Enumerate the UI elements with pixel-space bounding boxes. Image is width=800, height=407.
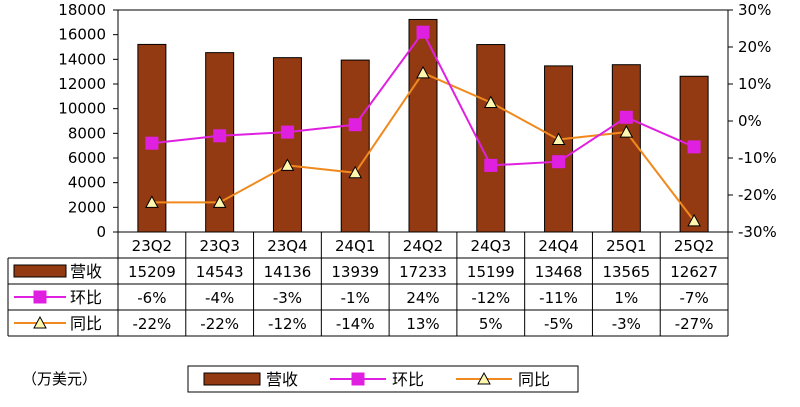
- yoy-row-label: 同比: [70, 314, 102, 333]
- table-value-yoy: 13%: [406, 315, 439, 333]
- table-value-yoy: -3%: [612, 315, 641, 333]
- table-value-revenue: 13565: [602, 263, 650, 281]
- mom-row-label: 环比: [70, 288, 102, 307]
- table-value-mom: -7%: [680, 289, 709, 307]
- legend-yoy-marker: [477, 371, 491, 385]
- table-value-yoy: -5%: [544, 315, 573, 333]
- revenue-key: [13, 264, 67, 278]
- category-label: 25Q2: [674, 237, 714, 255]
- table-value-yoy: -22%: [133, 315, 172, 333]
- table-value-mom: -4%: [205, 289, 234, 307]
- mom-point-25Q1: [619, 110, 633, 124]
- legend-mom-label: 环比: [392, 370, 424, 389]
- category-label: 24Q4: [538, 237, 578, 255]
- left-axis-tick-label: 8000: [68, 124, 106, 142]
- yoy-key-marker: [33, 315, 47, 329]
- category-label: 23Q4: [267, 237, 307, 255]
- mom-point-25Q2: [687, 140, 701, 154]
- table-value-revenue: 15199: [467, 263, 515, 281]
- bar-24Q4: [544, 65, 574, 233]
- left-axis-tick-label: 0: [96, 223, 106, 241]
- table-value-yoy: -12%: [268, 315, 307, 333]
- table-value-revenue: 12627: [670, 263, 718, 281]
- table-value-revenue: 13939: [331, 263, 379, 281]
- category-label: 25Q1: [606, 237, 646, 255]
- right-axis-tick-label: -30%: [738, 223, 777, 241]
- table-value-yoy: -14%: [336, 315, 375, 333]
- revenue-row-label: 营收: [70, 262, 102, 281]
- mom-point-23Q3: [213, 129, 227, 143]
- legend-revenue-key: [203, 372, 261, 386]
- category-label: 24Q1: [335, 237, 375, 255]
- unit-label: （万美元）: [22, 370, 97, 388]
- right-axis-tick-label: 30%: [738, 1, 771, 19]
- table-value-revenue: 15209: [128, 263, 176, 281]
- left-axis-tick-label: 16000: [58, 26, 106, 44]
- bar-25Q2: [679, 75, 709, 233]
- category-label: 23Q2: [132, 237, 172, 255]
- yoy-point-24Q3: [483, 95, 498, 108]
- yoy-point-24Q4: [551, 132, 566, 145]
- legend-yoy-label: 同比: [518, 370, 550, 389]
- table-value-yoy: 5%: [479, 315, 503, 333]
- table-value-revenue: 14136: [264, 263, 312, 281]
- bar-24Q2: [408, 18, 438, 233]
- category-label: 24Q3: [471, 237, 511, 255]
- table-value-mom: -3%: [273, 289, 302, 307]
- mom-point-24Q2: [416, 25, 430, 39]
- table-value-mom: -12%: [471, 289, 510, 307]
- legend-revenue-label: 营收: [266, 370, 298, 389]
- left-axis-tick-label: 12000: [58, 75, 106, 93]
- table-value-mom: -1%: [341, 289, 370, 307]
- bar-24Q1: [340, 59, 370, 233]
- left-axis-tick-label: 10000: [58, 100, 106, 118]
- table-value-mom: -11%: [539, 289, 578, 307]
- table-value-revenue: 14543: [196, 263, 244, 281]
- yoy-point-25Q2: [687, 213, 701, 227]
- table-value-yoy: -27%: [675, 315, 714, 333]
- yoy-point-25Q1: [619, 125, 634, 138]
- right-axis-tick-label: -10%: [738, 149, 777, 167]
- bar-23Q4: [272, 57, 302, 233]
- left-axis-tick-label: 6000: [68, 149, 106, 167]
- yoy-point-23Q4: [280, 158, 295, 171]
- table-value-revenue: 17233: [399, 263, 447, 281]
- right-axis-tick-label: 20%: [738, 38, 771, 56]
- mom-key-marker: [33, 290, 47, 304]
- mom-point-24Q1: [348, 118, 362, 132]
- category-label: 23Q3: [199, 237, 239, 255]
- right-axis-tick-label: -20%: [738, 186, 777, 204]
- legend-mom-marker: [351, 372, 365, 386]
- left-axis-tick-label: 14000: [58, 50, 106, 68]
- yoy-point-23Q2: [145, 195, 159, 208]
- bar-24Q3: [476, 44, 506, 233]
- mom-point-24Q4: [552, 155, 566, 169]
- table-value-yoy: -22%: [200, 315, 239, 333]
- left-axis-tick-label: 4000: [68, 174, 106, 192]
- left-axis-tick-label: 2000: [68, 198, 106, 216]
- mom-point-23Q2: [145, 136, 159, 150]
- left-axis-tick-label: 18000: [58, 1, 106, 19]
- table-value-mom: 24%: [406, 289, 439, 307]
- yoy-point-23Q3: [212, 195, 227, 208]
- right-axis-tick-label: 10%: [738, 75, 771, 93]
- yoy-point-24Q1: [348, 165, 363, 179]
- mom-point-23Q4: [280, 125, 294, 139]
- table-value-revenue: 13468: [535, 263, 583, 281]
- yoy-point-24Q2: [416, 65, 430, 79]
- category-label: 24Q2: [403, 237, 443, 255]
- mom-point-24Q3: [484, 158, 498, 172]
- right-axis-tick-label: 0%: [738, 112, 762, 130]
- bar-25Q1: [611, 64, 641, 233]
- table-value-mom: -6%: [137, 289, 166, 307]
- table-value-mom: 1%: [614, 289, 638, 307]
